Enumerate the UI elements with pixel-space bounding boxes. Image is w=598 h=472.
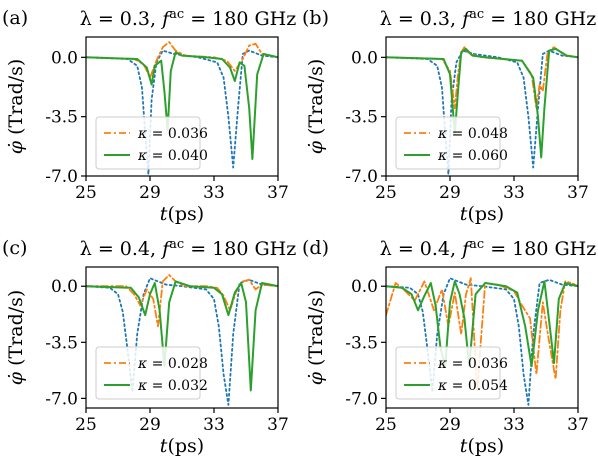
x-tick-label: 37: [567, 415, 589, 435]
x-tick-label: 33: [503, 415, 525, 435]
series-line-1: [386, 277, 578, 406]
y-axis-label: φ̇ (Trad/s): [5, 290, 27, 386]
legend: κ = 0.036 κ = 0.040: [95, 116, 208, 170]
series-line-3: [86, 280, 278, 392]
legend-entry: κ = 0.040: [137, 148, 208, 164]
legend-entry: κ = 0.060: [437, 148, 508, 164]
y-tick-label: -3.5: [345, 333, 378, 353]
y-tick-label: -7.0: [45, 389, 78, 409]
legend: κ = 0.036 κ = 0.054: [395, 346, 508, 400]
panel-1: (a) λ = 0.3, fac = 180 GHz 25 29 33 37 0.0 -3.5…: [2, 7, 296, 225]
y-axis-label: φ̇ (Trad/s): [5, 59, 27, 155]
series-line-2: [386, 277, 578, 392]
x-tick-label: 37: [267, 183, 289, 203]
panel-label: (a): [2, 7, 28, 29]
series-line-2: [86, 41, 278, 79]
y-tick-label: -7.0: [45, 167, 78, 187]
y-tick-label: -3.5: [45, 108, 78, 128]
panel-label: (c): [2, 237, 27, 259]
y-tick-label: 0.0: [51, 277, 78, 297]
panel-label: (b): [302, 7, 329, 29]
x-tick-label: 25: [75, 415, 97, 435]
x-axis-label: t(ps): [160, 435, 204, 457]
legend-entry: κ = 0.028: [137, 356, 208, 372]
series-line-3: [386, 280, 578, 368]
plot-frame: [385, 36, 579, 177]
y-tick-label: 0.0: [351, 48, 378, 68]
legend-entry: κ = 0.036: [137, 126, 208, 142]
y-tick-label: -7.0: [345, 389, 378, 409]
x-tick-label: 37: [567, 183, 589, 203]
y-tick-label: 0.0: [351, 277, 378, 297]
panel-label: (d): [302, 237, 329, 259]
legend-entry: κ = 0.036: [437, 356, 508, 372]
x-axis-label: t(ps): [160, 203, 204, 225]
y-tick-label: -3.5: [345, 108, 378, 128]
x-tick-label: 33: [503, 183, 525, 203]
y-axis-label: φ̇ (Trad/s): [305, 290, 327, 386]
x-tick-label: 25: [375, 183, 397, 203]
panel-title: λ = 0.3, fac = 180 GHz: [80, 7, 296, 30]
series-line-3: [86, 51, 278, 160]
panel-3: (c) λ = 0.4, fac = 180 GHz 25 29 33 37 0.0 -3.5…: [2, 237, 296, 457]
x-tick-label: 29: [439, 415, 461, 435]
legend-entry: κ = 0.048: [437, 126, 508, 142]
legend-entry: κ = 0.032: [137, 378, 208, 394]
y-tick-label: 0.0: [51, 48, 78, 68]
panel-title: λ = 0.4, fac = 180 GHz: [380, 237, 596, 260]
x-tick-label: 29: [139, 183, 161, 203]
series-line-1: [386, 49, 578, 176]
panel-4: (d) λ = 0.4, fac = 180 GHz 25 29 33 37 0.0 -3.5…: [302, 237, 596, 457]
series-line-2: [86, 274, 278, 328]
x-tick-label: 29: [139, 415, 161, 435]
legend-entry: κ = 0.054: [437, 378, 508, 394]
y-axis-label: φ̇ (Trad/s): [305, 59, 327, 155]
x-axis-label: t(ps): [460, 435, 504, 457]
legend: κ = 0.048 κ = 0.060: [395, 116, 508, 170]
panel-title: λ = 0.3, fac = 180 GHz: [380, 7, 596, 30]
x-tick-label: 37: [267, 415, 289, 435]
panel-2: (b) λ = 0.3, fac = 180 GHz 25 29 33 37 0.0 -3.5…: [302, 7, 596, 225]
panel-title: λ = 0.4, fac = 180 GHz: [80, 237, 296, 260]
plot-frame: [385, 266, 579, 409]
x-axis-label: t(ps): [460, 203, 504, 225]
x-tick-label: 33: [203, 183, 225, 203]
y-tick-label: -3.5: [45, 333, 78, 353]
y-tick-label: -7.0: [345, 167, 378, 187]
x-tick-label: 33: [203, 415, 225, 435]
x-tick-label: 25: [375, 415, 397, 435]
plot-frame: [85, 266, 279, 409]
x-tick-label: 25: [75, 183, 97, 203]
plot-frame: [85, 36, 279, 177]
legend: κ = 0.028 κ = 0.032: [95, 346, 208, 400]
x-tick-label: 29: [439, 183, 461, 203]
